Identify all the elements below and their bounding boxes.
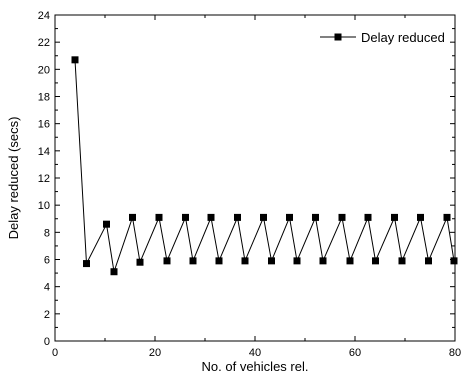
y-tick-label: 14 (38, 146, 50, 158)
x-axis-title: No. of vehicles rel. (202, 359, 309, 374)
data-point (207, 213, 215, 221)
legend-label: Delay reduced (361, 30, 445, 45)
data-point (443, 213, 451, 221)
series (71, 56, 458, 276)
data-point (136, 258, 144, 266)
data-point (417, 213, 424, 221)
legend: Delay reduced (320, 30, 445, 45)
x-tick-label: 60 (349, 347, 361, 359)
data-point (268, 257, 275, 265)
y-tick-label: 4 (44, 282, 50, 294)
y-tick-label: 0 (44, 336, 50, 348)
series-line (74, 59, 455, 272)
plot-frame (54, 14, 456, 342)
y-tick-label: 2 (44, 309, 50, 321)
data-point (312, 213, 319, 221)
y-axis-title: Delay reduced (secs) (6, 117, 21, 240)
data-point (338, 213, 346, 221)
data-point (260, 213, 267, 221)
y-tick-label: 20 (38, 64, 50, 76)
x-tick-label: 40 (249, 347, 261, 359)
data-point (293, 257, 301, 265)
x-tick-label: 20 (149, 347, 161, 359)
data-point (182, 213, 189, 221)
data-point (286, 213, 293, 221)
data-point (391, 213, 398, 221)
y-tick-label: 10 (38, 200, 50, 212)
y-tick-label: 12 (38, 173, 50, 185)
data-point (215, 257, 223, 265)
data-point (83, 260, 90, 268)
y-tick-label: 8 (44, 227, 50, 239)
legend-marker (334, 33, 342, 41)
y-tick-label: 16 (38, 119, 50, 131)
data-point (129, 213, 136, 221)
data-point (155, 213, 163, 221)
data-point (103, 220, 110, 228)
data-point (372, 257, 379, 265)
y-tick-label: 6 (44, 255, 50, 267)
y-tick-label: 24 (38, 10, 50, 22)
data-point (346, 257, 354, 265)
data-point (241, 257, 249, 265)
x-tick-label: 0 (52, 347, 58, 359)
data-point (398, 257, 406, 265)
data-point (110, 268, 118, 276)
data-point (364, 213, 372, 221)
y-tick-label: 22 (38, 37, 50, 49)
data-point (450, 257, 458, 265)
x-tick-label: 80 (449, 347, 461, 359)
data-point (71, 56, 79, 64)
data-point (163, 257, 171, 265)
y-tick-label: 18 (38, 92, 50, 104)
data-point (319, 257, 327, 265)
data-point (234, 213, 241, 221)
data-point (189, 257, 197, 265)
data-point (425, 257, 432, 265)
axes (54, 14, 456, 342)
